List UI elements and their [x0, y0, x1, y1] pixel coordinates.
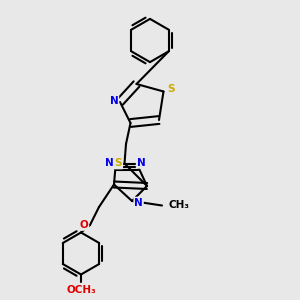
Text: N: N — [134, 197, 143, 208]
Text: N: N — [110, 95, 118, 106]
Text: O: O — [80, 220, 88, 230]
Text: S: S — [115, 158, 122, 169]
Text: CH₃: CH₃ — [169, 200, 190, 211]
Text: OCH₃: OCH₃ — [66, 285, 96, 295]
Text: N: N — [104, 158, 113, 169]
Text: N: N — [136, 158, 146, 168]
Text: S: S — [168, 84, 175, 94]
